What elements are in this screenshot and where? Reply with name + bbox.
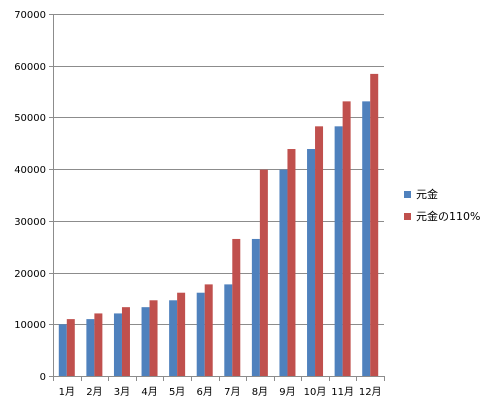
bar-series-1-1: [58, 324, 67, 376]
bar-series-1-9: [279, 169, 288, 376]
bar-series-1-7: [224, 284, 233, 376]
bar-series-1-6: [196, 292, 205, 376]
y-tick-label-2: 20000: [14, 269, 46, 280]
bar-series-2-12: [370, 73, 379, 377]
x-tick-label-10: 10月: [304, 386, 327, 398]
y-tick-label-0: 0: [40, 372, 46, 383]
bar-series-2-6: [204, 284, 213, 376]
x-tick-label-12: 12月: [359, 386, 382, 398]
bar-series-2-2: [94, 313, 103, 376]
legend-swatch-series-1: [404, 190, 411, 198]
x-tick-label-6: 6月: [197, 386, 213, 398]
y-tick-label-1: 10000: [14, 320, 46, 331]
x-tick-label-4: 4月: [141, 386, 157, 398]
y-tick-label-5: 50000: [14, 113, 46, 124]
bar-series-2-11: [342, 101, 351, 377]
legend-item-series-1: 元金: [404, 183, 480, 205]
x-tick-label-2: 2月: [86, 386, 102, 398]
x-tick-labels: 1月 2月 3月 4月 5月 6月 7月 8月 9月 10月 11月 12月: [59, 386, 382, 398]
x-tick-label-5: 5月: [169, 386, 185, 398]
bar-series-2-7: [232, 238, 241, 376]
y-tick-label-3: 30000: [14, 217, 46, 228]
bar-series-2-4: [149, 300, 158, 376]
bar-series-2-5: [177, 292, 186, 376]
x-tick-label-7: 7月: [224, 386, 240, 398]
y-tick-labels: 0 10000 20000 30000 40000 50000 60000 70000: [14, 10, 46, 383]
x-tick-label-1: 1月: [59, 386, 75, 398]
x-tick-label-8: 8月: [252, 386, 268, 398]
legend-label-series-1: 元金: [416, 188, 438, 201]
bar-series-1-5: [169, 300, 178, 376]
bar-series-1-8: [251, 238, 260, 376]
legend-swatch-series-2: [404, 212, 411, 220]
axes: [49, 14, 385, 381]
bar-series-1-10: [307, 149, 316, 376]
bar-series-2-9: [287, 149, 296, 376]
bar-series-2-8: [259, 169, 268, 376]
y-tick-label-4: 40000: [14, 165, 46, 176]
bar-series-1-3: [113, 313, 122, 376]
legend-item-series-2: 元金の110%: [404, 205, 480, 227]
y-tick-label-7: 70000: [14, 10, 46, 21]
x-tick-label-9: 9月: [279, 386, 295, 398]
gridlines: [53, 14, 384, 325]
bar-series-1-4: [141, 307, 150, 376]
x-tick-label-3: 3月: [114, 386, 130, 398]
x-tick-label-11: 11月: [331, 386, 354, 398]
legend: 元金 元金の110%: [404, 183, 480, 227]
bars: [58, 73, 379, 377]
bar-series-2-1: [66, 319, 75, 376]
bar-series-2-10: [315, 126, 324, 376]
bar-series-1-12: [362, 101, 371, 377]
bar-series-1-2: [86, 319, 95, 376]
bar-series-2-3: [121, 307, 130, 376]
y-tick-label-6: 60000: [14, 62, 46, 73]
bar-series-1-11: [334, 126, 343, 376]
legend-label-series-2: 元金の110%: [416, 210, 481, 223]
